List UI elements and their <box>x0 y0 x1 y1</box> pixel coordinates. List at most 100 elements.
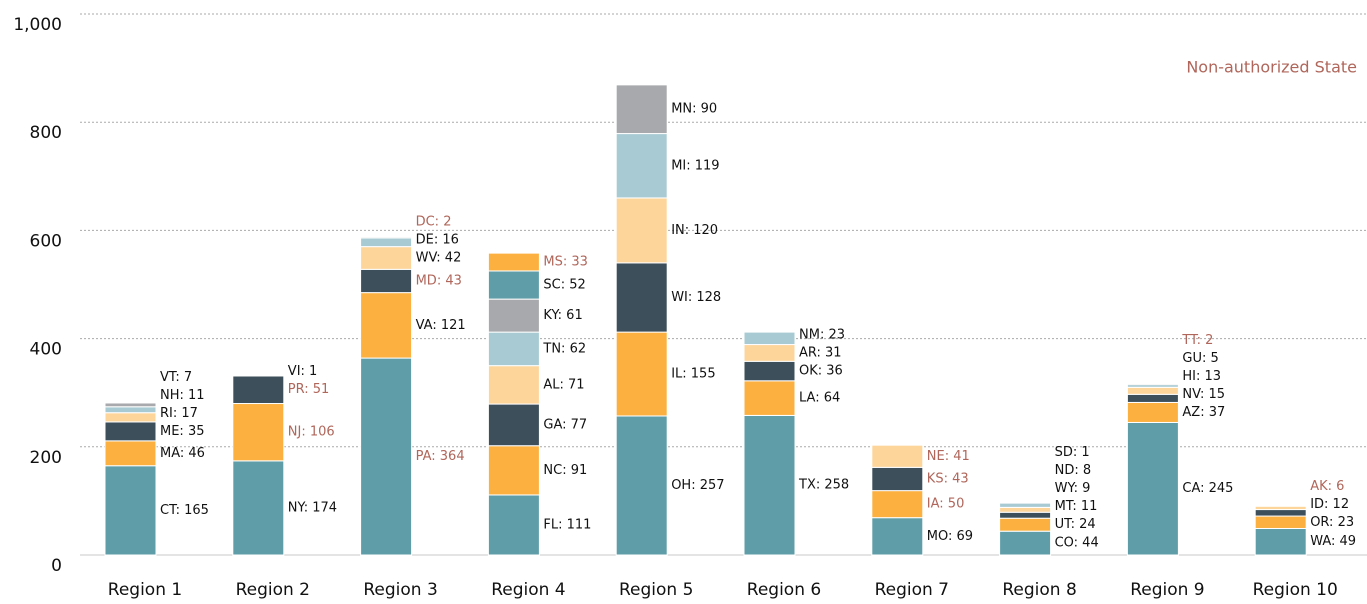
segment-label: NY: 174 <box>288 500 337 515</box>
bar-segment <box>871 444 924 468</box>
bar-segment <box>999 517 1052 532</box>
segment-label: RI: 17 <box>160 406 198 421</box>
segment-label: VI: 1 <box>288 364 318 379</box>
segment-label: IL: 155 <box>671 367 715 382</box>
segment-label: PA: 364 <box>416 449 465 464</box>
y-tick-label: 1,000 <box>13 15 62 35</box>
bar-segment <box>104 406 157 414</box>
segment-label: AL: 71 <box>543 377 584 392</box>
bar-segment <box>1126 383 1179 386</box>
segment-label: WV: 42 <box>416 250 462 265</box>
segment-label: UT: 24 <box>1055 517 1096 532</box>
bar-segment <box>871 466 924 492</box>
segment-label: MS: 33 <box>543 255 588 270</box>
segment-label: KY: 61 <box>543 308 582 323</box>
bar-segment <box>360 268 413 294</box>
bar-segment <box>360 292 413 359</box>
segment-label: IA: 50 <box>927 497 965 512</box>
segment-label: CA: 245 <box>1182 481 1233 496</box>
segment-label: AK: 6 <box>1310 479 1344 494</box>
segment-label: TX: 258 <box>798 478 849 493</box>
bar-segment <box>615 262 668 333</box>
bar-segment <box>1254 515 1307 529</box>
segment-label: WI: 128 <box>671 290 721 305</box>
x-tick-label: Region 7 <box>875 580 949 600</box>
x-tick-label: Region 2 <box>236 580 310 600</box>
bar-segment <box>487 403 540 447</box>
segment-label: DE: 16 <box>416 232 459 247</box>
segment-label: VA: 121 <box>416 318 466 333</box>
bar-segment <box>104 421 157 442</box>
bar-segment <box>232 374 285 377</box>
bar-segment <box>615 415 668 556</box>
y-tick-label: 800 <box>30 123 62 143</box>
segment-label: ND: 8 <box>1055 463 1092 478</box>
bar-segment <box>232 460 285 556</box>
bar-segment <box>615 84 668 135</box>
bar-segment <box>232 403 285 462</box>
y-tick-label: 200 <box>30 448 62 468</box>
x-tick-label: Region 6 <box>747 580 821 600</box>
y-tick-label: 400 <box>30 340 62 360</box>
segment-label: ME: 35 <box>160 424 204 439</box>
segment-label: NH: 11 <box>160 388 205 403</box>
bar-segment <box>1254 505 1307 511</box>
x-tick-label: Region 9 <box>1130 580 1204 600</box>
segment-label: WY: 9 <box>1055 481 1091 496</box>
y-tick-label: 600 <box>30 231 62 251</box>
bar-segment <box>487 445 540 496</box>
x-tick-label: Region 4 <box>491 580 565 600</box>
segment-label: MN: 90 <box>671 102 717 117</box>
segment-label: AZ: 37 <box>1182 405 1225 420</box>
segment-label: MA: 46 <box>160 446 205 461</box>
segment-label: OH: 257 <box>671 478 724 493</box>
x-tick-label: Region 10 <box>1253 580 1338 600</box>
bar-segment <box>615 133 668 199</box>
bar-segment <box>232 375 285 405</box>
bar-segment <box>1126 421 1179 556</box>
bar-segment <box>360 357 413 556</box>
bar-segment <box>360 236 413 239</box>
segment-label: MT: 11 <box>1055 499 1098 514</box>
segment-label: VT: 7 <box>160 370 192 385</box>
segment-label: MD: 43 <box>416 273 462 288</box>
segment-label: DC: 2 <box>416 214 452 229</box>
bar-segment <box>487 270 540 300</box>
bar-segment <box>1126 393 1179 403</box>
bar-segment <box>104 465 157 556</box>
bar-segment <box>487 252 540 272</box>
bar-segment <box>487 494 540 556</box>
bar-segment <box>104 412 157 423</box>
segment-label: AR: 31 <box>799 345 842 360</box>
segment-label: SD: 1 <box>1055 445 1090 460</box>
segment-label: ID: 12 <box>1310 497 1349 512</box>
segment-label: TT: 2 <box>1181 333 1213 348</box>
bar-segment <box>1126 386 1179 395</box>
bar-segment <box>999 502 1052 508</box>
bar-segment <box>615 197 668 264</box>
segment-label: LA: 64 <box>799 391 840 406</box>
segment-label: MI: 119 <box>671 158 719 173</box>
bar-segment <box>360 246 413 270</box>
bar-segment <box>999 530 1052 556</box>
annotation: Non-authorized State <box>1186 58 1357 77</box>
bar-segment <box>615 331 668 417</box>
bar-segment <box>743 360 796 382</box>
segment-label: MO: 69 <box>927 529 973 544</box>
y-tick-label: 0 <box>51 556 62 576</box>
segment-label: OR: 23 <box>1310 515 1354 530</box>
bar-segment <box>743 331 796 346</box>
segment-label: OK: 36 <box>799 364 843 379</box>
bar-segment <box>743 380 796 416</box>
segment-label: CO: 44 <box>1055 536 1099 551</box>
bar-segment <box>743 414 796 556</box>
bar-segment <box>999 502 1052 504</box>
segment-label: TN: 62 <box>542 341 586 356</box>
bar-segment <box>999 506 1052 513</box>
segment-label: GU: 5 <box>1182 351 1218 366</box>
segment-label: NC: 91 <box>543 463 587 478</box>
segment-label: WA: 49 <box>1310 534 1356 549</box>
segment-label: CT: 165 <box>160 503 209 518</box>
